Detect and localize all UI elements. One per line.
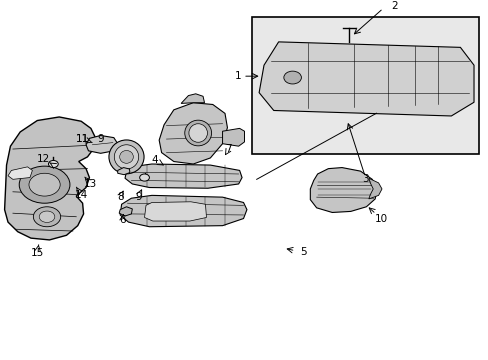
- Text: 11: 11: [76, 134, 89, 144]
- Circle shape: [283, 71, 301, 84]
- Ellipse shape: [188, 124, 207, 142]
- Polygon shape: [119, 207, 132, 216]
- Text: 8: 8: [117, 192, 123, 202]
- Circle shape: [19, 166, 70, 203]
- Text: 7: 7: [225, 144, 232, 154]
- Polygon shape: [125, 164, 242, 188]
- Polygon shape: [159, 103, 227, 164]
- Polygon shape: [8, 167, 32, 179]
- Text: 2: 2: [390, 1, 397, 12]
- Ellipse shape: [184, 120, 211, 146]
- Polygon shape: [222, 129, 244, 146]
- Polygon shape: [4, 117, 96, 240]
- Text: 4: 4: [151, 155, 157, 165]
- Text: 14: 14: [74, 190, 87, 200]
- Polygon shape: [120, 195, 246, 227]
- Circle shape: [140, 174, 149, 181]
- Polygon shape: [86, 135, 118, 153]
- Text: 3: 3: [361, 174, 368, 184]
- Polygon shape: [259, 42, 473, 116]
- Text: 13: 13: [84, 179, 97, 189]
- Polygon shape: [368, 178, 381, 199]
- Text: 9: 9: [135, 192, 141, 202]
- Circle shape: [29, 173, 60, 196]
- Ellipse shape: [120, 150, 133, 163]
- Ellipse shape: [109, 140, 144, 174]
- Text: 10: 10: [374, 213, 387, 224]
- Polygon shape: [310, 167, 376, 212]
- Text: 12: 12: [37, 154, 50, 164]
- Text: 6: 6: [119, 215, 125, 225]
- Text: 9: 9: [97, 134, 104, 144]
- Ellipse shape: [114, 145, 139, 169]
- Text: 15: 15: [31, 248, 44, 258]
- Text: 5: 5: [299, 247, 305, 257]
- Circle shape: [39, 211, 55, 222]
- Polygon shape: [118, 167, 130, 175]
- Text: 11: 11: [76, 134, 89, 144]
- Text: 1: 1: [234, 71, 241, 81]
- Polygon shape: [144, 202, 206, 221]
- Circle shape: [33, 207, 61, 227]
- Bar: [251, 17, 478, 154]
- Circle shape: [48, 161, 58, 167]
- Polygon shape: [181, 94, 204, 103]
